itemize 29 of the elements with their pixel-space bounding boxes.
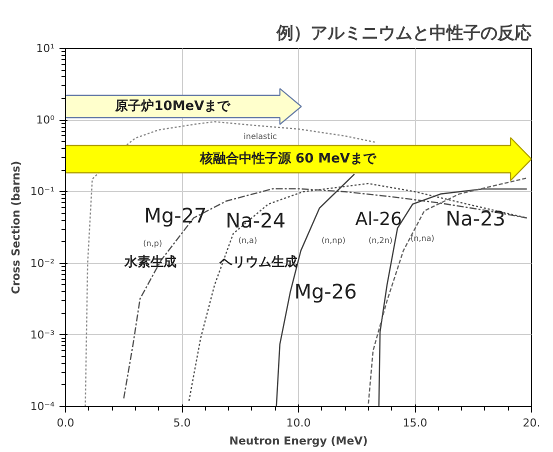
annotation: ヘリウム生成 [218, 255, 298, 270]
annotation: 水素生成 [123, 254, 176, 270]
x-tick-label: 10.0 [286, 416, 311, 430]
x-tick-label: 15.0 [402, 416, 428, 430]
chart-title: 例）アルミニウムと中性子の反応 [276, 24, 532, 44]
annotation: (n,na) [410, 234, 434, 244]
x-tick-label: 5.0 [173, 416, 191, 430]
annotation: Al-26 [355, 209, 402, 230]
y-tick-label: 10⁰ [36, 114, 56, 127]
annotation: (n,a) [238, 236, 258, 245]
y-tick-label: 10⁻² [30, 256, 55, 270]
y-tick-label: 10⁻³ [30, 328, 55, 342]
annotation: Mg-27 [144, 203, 207, 228]
annotation: 原子炉10MeVまで [114, 98, 232, 114]
annotation: inelastic [244, 132, 277, 142]
y-axis-title: Cross Section (barns) [9, 160, 22, 294]
y-tick-label: 10⁻⁴ [30, 400, 56, 413]
annotation: (n,2n) [368, 236, 393, 245]
annotation: (n,np) [321, 236, 346, 245]
y-tick-label: 10⁻¹ [30, 185, 55, 198]
annotation: Na-24 [226, 208, 286, 232]
x-tick-label: 0.0 [56, 416, 74, 430]
annotation: Na-23 [446, 206, 506, 231]
annotation: 核融合中性子源 60 MeVまで [199, 150, 377, 167]
annotation: Mg-26 [294, 280, 357, 304]
y-tick-label: 10¹ [36, 42, 55, 55]
annotation: (n,p) [143, 239, 162, 248]
x-tick-label: 20. [522, 416, 540, 430]
x-axis-title: Neutron Energy (MeV) [229, 434, 368, 448]
